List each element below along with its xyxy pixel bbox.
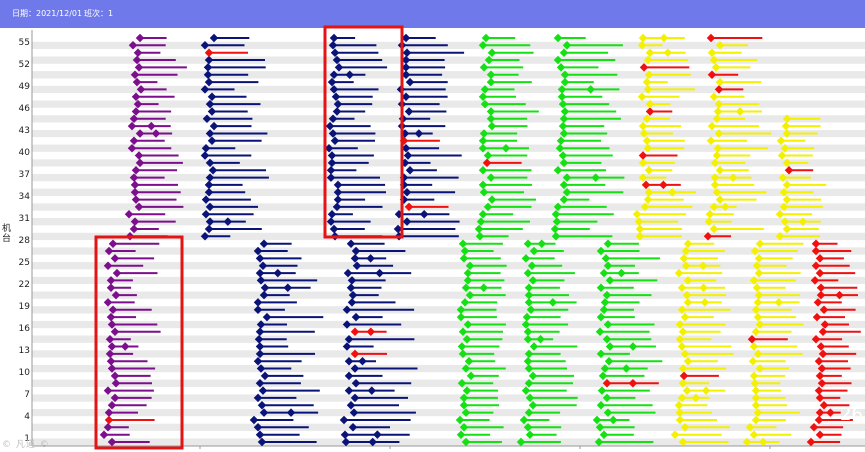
row-stripe bbox=[32, 424, 865, 431]
y-tick-label: 4 bbox=[8, 412, 30, 422]
row-stripe bbox=[32, 314, 865, 321]
row-stripe bbox=[32, 291, 865, 298]
y-tick-label: 40 bbox=[8, 148, 30, 158]
y-tick-label: 31 bbox=[8, 214, 30, 224]
row-stripe bbox=[32, 365, 865, 372]
watermark-text: © 凡道 © bbox=[2, 437, 50, 450]
row-stripe bbox=[32, 247, 865, 254]
y-tick-label: 46 bbox=[8, 104, 30, 114]
y-tick-label: 43 bbox=[8, 126, 30, 136]
page-number: 26 bbox=[840, 404, 863, 425]
y-tick-label: 25 bbox=[8, 258, 30, 268]
y-tick-label: 28 bbox=[8, 236, 30, 246]
row-stripe bbox=[32, 306, 865, 313]
y-tick-label: 49 bbox=[8, 82, 30, 92]
y-tick-label: 10 bbox=[8, 368, 30, 378]
row-stripe bbox=[32, 409, 865, 416]
row-stripe bbox=[32, 372, 865, 379]
row-stripe bbox=[32, 343, 865, 350]
y-tick-label: 16 bbox=[8, 324, 30, 334]
row-stripe bbox=[32, 416, 865, 423]
row-stripe bbox=[32, 262, 865, 269]
row-stripe bbox=[32, 358, 865, 365]
row-stripe bbox=[32, 438, 865, 445]
row-stripe bbox=[32, 299, 865, 306]
row-stripe bbox=[32, 350, 865, 357]
row-stripe bbox=[32, 387, 865, 394]
y-tick-label: 7 bbox=[8, 390, 30, 400]
y-tick-label: 19 bbox=[8, 302, 30, 312]
row-stripe bbox=[32, 394, 865, 401]
row-stripe bbox=[32, 277, 865, 284]
row-stripe bbox=[32, 431, 865, 438]
row-stripe bbox=[32, 402, 865, 409]
y-tick-label: 55 bbox=[8, 38, 30, 48]
y-tick-label: 52 bbox=[8, 60, 30, 70]
y-tick-label: 37 bbox=[8, 170, 30, 180]
row-stripe bbox=[32, 380, 865, 387]
y-axis-title: 机台 bbox=[2, 224, 10, 244]
row-stripe bbox=[32, 336, 865, 343]
row-stripe bbox=[32, 284, 865, 291]
y-tick-label: 22 bbox=[8, 280, 30, 290]
y-tick-label: 13 bbox=[8, 346, 30, 356]
y-tick-label: 34 bbox=[8, 192, 30, 202]
row-stripe bbox=[32, 255, 865, 262]
